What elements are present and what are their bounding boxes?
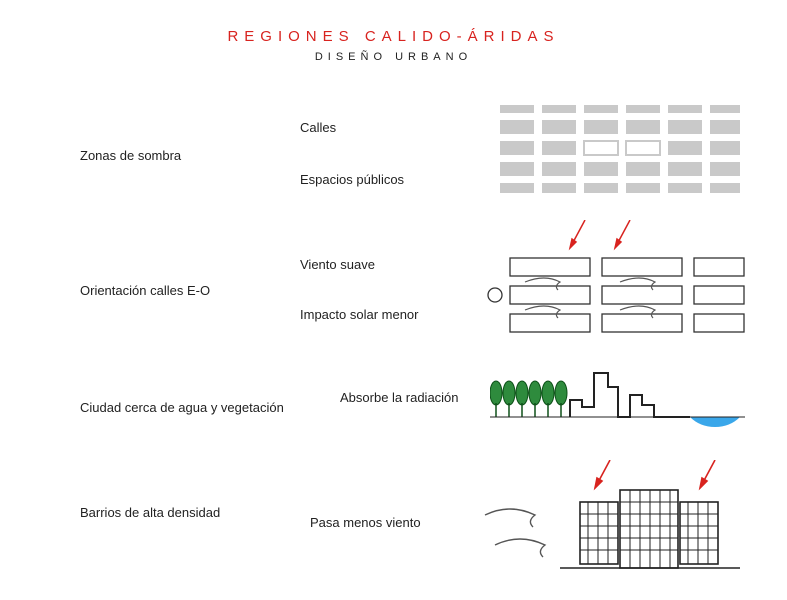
label-menos-viento: Pasa menos viento bbox=[310, 515, 421, 530]
diagram-density-buildings bbox=[480, 460, 760, 580]
label-absorbe-radiacion: Absorbe la radiación bbox=[340, 390, 459, 405]
label-zonas-sombra: Zonas de sombra bbox=[80, 148, 181, 163]
label-espacios-publicos: Espacios públicos bbox=[300, 172, 404, 187]
page-title: REGIONES CALIDO-ÁRIDAS bbox=[0, 0, 787, 45]
label-viento-suave: Viento suave bbox=[300, 257, 375, 272]
label-calles: Calles bbox=[300, 120, 336, 135]
diagram-eo-streets bbox=[480, 220, 750, 350]
label-orientacion: Orientación calles E-O bbox=[80, 283, 210, 298]
label-agua-vegetacion: Ciudad cerca de agua y vegetación bbox=[80, 400, 284, 415]
label-alta-densidad: Barrios de alta densidad bbox=[80, 505, 220, 520]
page-subtitle: DISEÑO URBANO bbox=[0, 45, 787, 63]
diagram-skyline-water bbox=[490, 365, 745, 435]
label-impacto-solar: Impacto solar menor bbox=[300, 307, 419, 322]
diagram-city-blocks bbox=[500, 105, 740, 200]
